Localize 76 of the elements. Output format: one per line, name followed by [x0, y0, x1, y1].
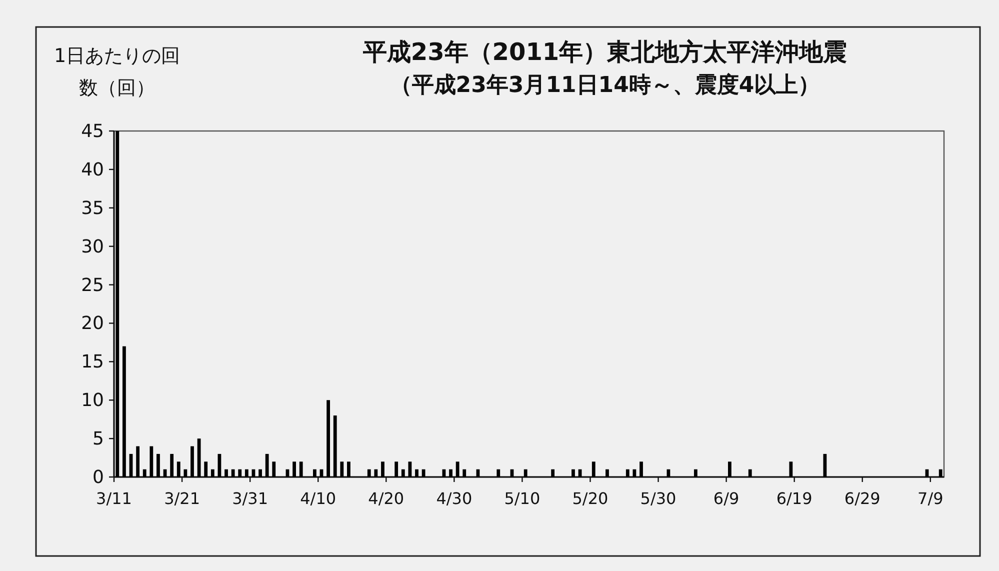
bar	[572, 469, 575, 477]
bar	[394, 462, 398, 477]
bar	[116, 131, 120, 477]
x-tick-label: 4/20	[368, 489, 404, 508]
x-tick-label: 5/30	[640, 489, 676, 508]
y-tick-label: 10	[81, 390, 104, 412]
bar	[299, 462, 303, 477]
bar	[374, 469, 378, 477]
y-tick-label: 20	[81, 313, 104, 334]
bar	[401, 469, 405, 477]
bar	[150, 446, 154, 477]
bar	[381, 462, 384, 477]
x-tick-label: 6/29	[844, 489, 880, 508]
bar	[340, 462, 344, 477]
x-tick-label: 3/11	[96, 489, 132, 508]
x-tick-label: 5/20	[572, 489, 608, 508]
bar	[524, 469, 528, 477]
y-tick-label: 0	[92, 467, 104, 488]
x-tick-label: 4/30	[436, 489, 472, 508]
bar	[312, 469, 316, 477]
bar	[204, 462, 208, 477]
bar	[347, 462, 350, 477]
bar	[176, 462, 180, 477]
bar	[748, 469, 752, 477]
x-tick-label: 5/10	[504, 489, 540, 508]
y-axis-title: 1日あたりの回数（回）	[52, 44, 182, 101]
y-tick-label: 40	[81, 159, 104, 180]
x-tick-label: 7/9	[918, 489, 944, 508]
bar	[606, 469, 609, 477]
bar	[244, 469, 248, 477]
bar	[938, 469, 942, 477]
bar	[224, 469, 228, 477]
bar	[326, 400, 330, 477]
y-tick-label: 45	[81, 121, 104, 142]
bar	[122, 346, 126, 477]
bar	[789, 462, 793, 477]
x-tick-label: 3/21	[164, 489, 200, 508]
x-tick-label: 3/31	[232, 489, 268, 508]
y-tick-label: 35	[81, 198, 104, 219]
chart-title: 平成23年（2011年）東北地方太平洋沖地震	[362, 37, 848, 68]
bar	[170, 454, 174, 477]
bar	[136, 446, 140, 477]
bar	[142, 469, 146, 477]
bar	[449, 469, 452, 477]
bar	[184, 469, 188, 477]
bar	[640, 462, 643, 477]
x-tick-label: 6/19	[776, 489, 812, 508]
bar	[292, 462, 296, 477]
x-tick-label: 4/10	[300, 489, 336, 508]
bar	[190, 446, 194, 477]
y-tick-label: 15	[81, 352, 104, 373]
bar	[456, 462, 460, 477]
bar	[272, 462, 276, 477]
bar	[592, 462, 596, 477]
y-tick-label: 5	[92, 428, 104, 450]
bar	[462, 469, 466, 477]
bar	[238, 469, 242, 477]
bar	[415, 469, 418, 477]
y-tick-label: 30	[81, 236, 104, 258]
bar	[408, 462, 412, 477]
bar	[258, 469, 262, 477]
bar	[265, 454, 269, 477]
y-tick-label: 25	[81, 274, 104, 296]
chart-subtitle: （平成23年3月11日14時～、震度4以上）	[388, 72, 822, 100]
bar	[156, 454, 160, 477]
bar	[823, 454, 827, 477]
bar	[626, 469, 630, 477]
bar	[551, 469, 555, 477]
bar	[496, 469, 500, 477]
bar	[210, 469, 214, 477]
bar	[694, 469, 698, 477]
bar	[333, 415, 337, 477]
bar	[367, 469, 371, 477]
bar	[231, 469, 235, 477]
x-tick-label: 6/9	[713, 489, 740, 508]
bar	[728, 462, 732, 477]
